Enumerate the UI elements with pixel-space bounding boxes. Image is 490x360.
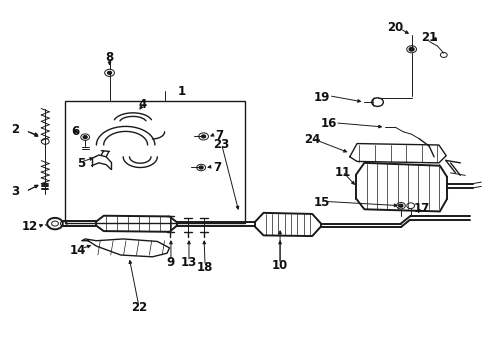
Circle shape [409, 48, 414, 51]
Text: 6: 6 [72, 125, 79, 138]
Text: 22: 22 [131, 301, 147, 314]
Text: 19: 19 [314, 91, 330, 104]
Text: 14: 14 [70, 244, 87, 257]
Text: 23: 23 [214, 139, 230, 152]
Text: 21: 21 [421, 31, 437, 44]
Text: 13: 13 [181, 256, 197, 269]
Text: 9: 9 [167, 256, 175, 269]
Text: 1: 1 [177, 85, 186, 98]
Circle shape [202, 135, 205, 138]
Circle shape [199, 166, 203, 169]
Text: 3: 3 [11, 185, 19, 198]
Text: 16: 16 [320, 117, 337, 130]
Text: 17: 17 [413, 202, 430, 215]
Text: 10: 10 [272, 259, 288, 272]
Text: 24: 24 [304, 134, 320, 147]
Text: 12: 12 [22, 220, 38, 233]
Text: 20: 20 [387, 21, 403, 34]
Text: 5: 5 [76, 157, 85, 170]
Circle shape [399, 204, 403, 207]
Text: 8: 8 [105, 51, 114, 64]
Circle shape [108, 71, 112, 74]
Bar [65, 102, 245, 223]
Text: 2: 2 [11, 123, 19, 136]
Text: 7: 7 [213, 161, 221, 174]
Text: 11: 11 [334, 166, 350, 179]
Text: 7: 7 [216, 129, 224, 142]
Circle shape [83, 136, 87, 139]
Text: 15: 15 [314, 195, 330, 209]
Text: 18: 18 [197, 261, 213, 274]
Text: 4: 4 [139, 99, 147, 112]
